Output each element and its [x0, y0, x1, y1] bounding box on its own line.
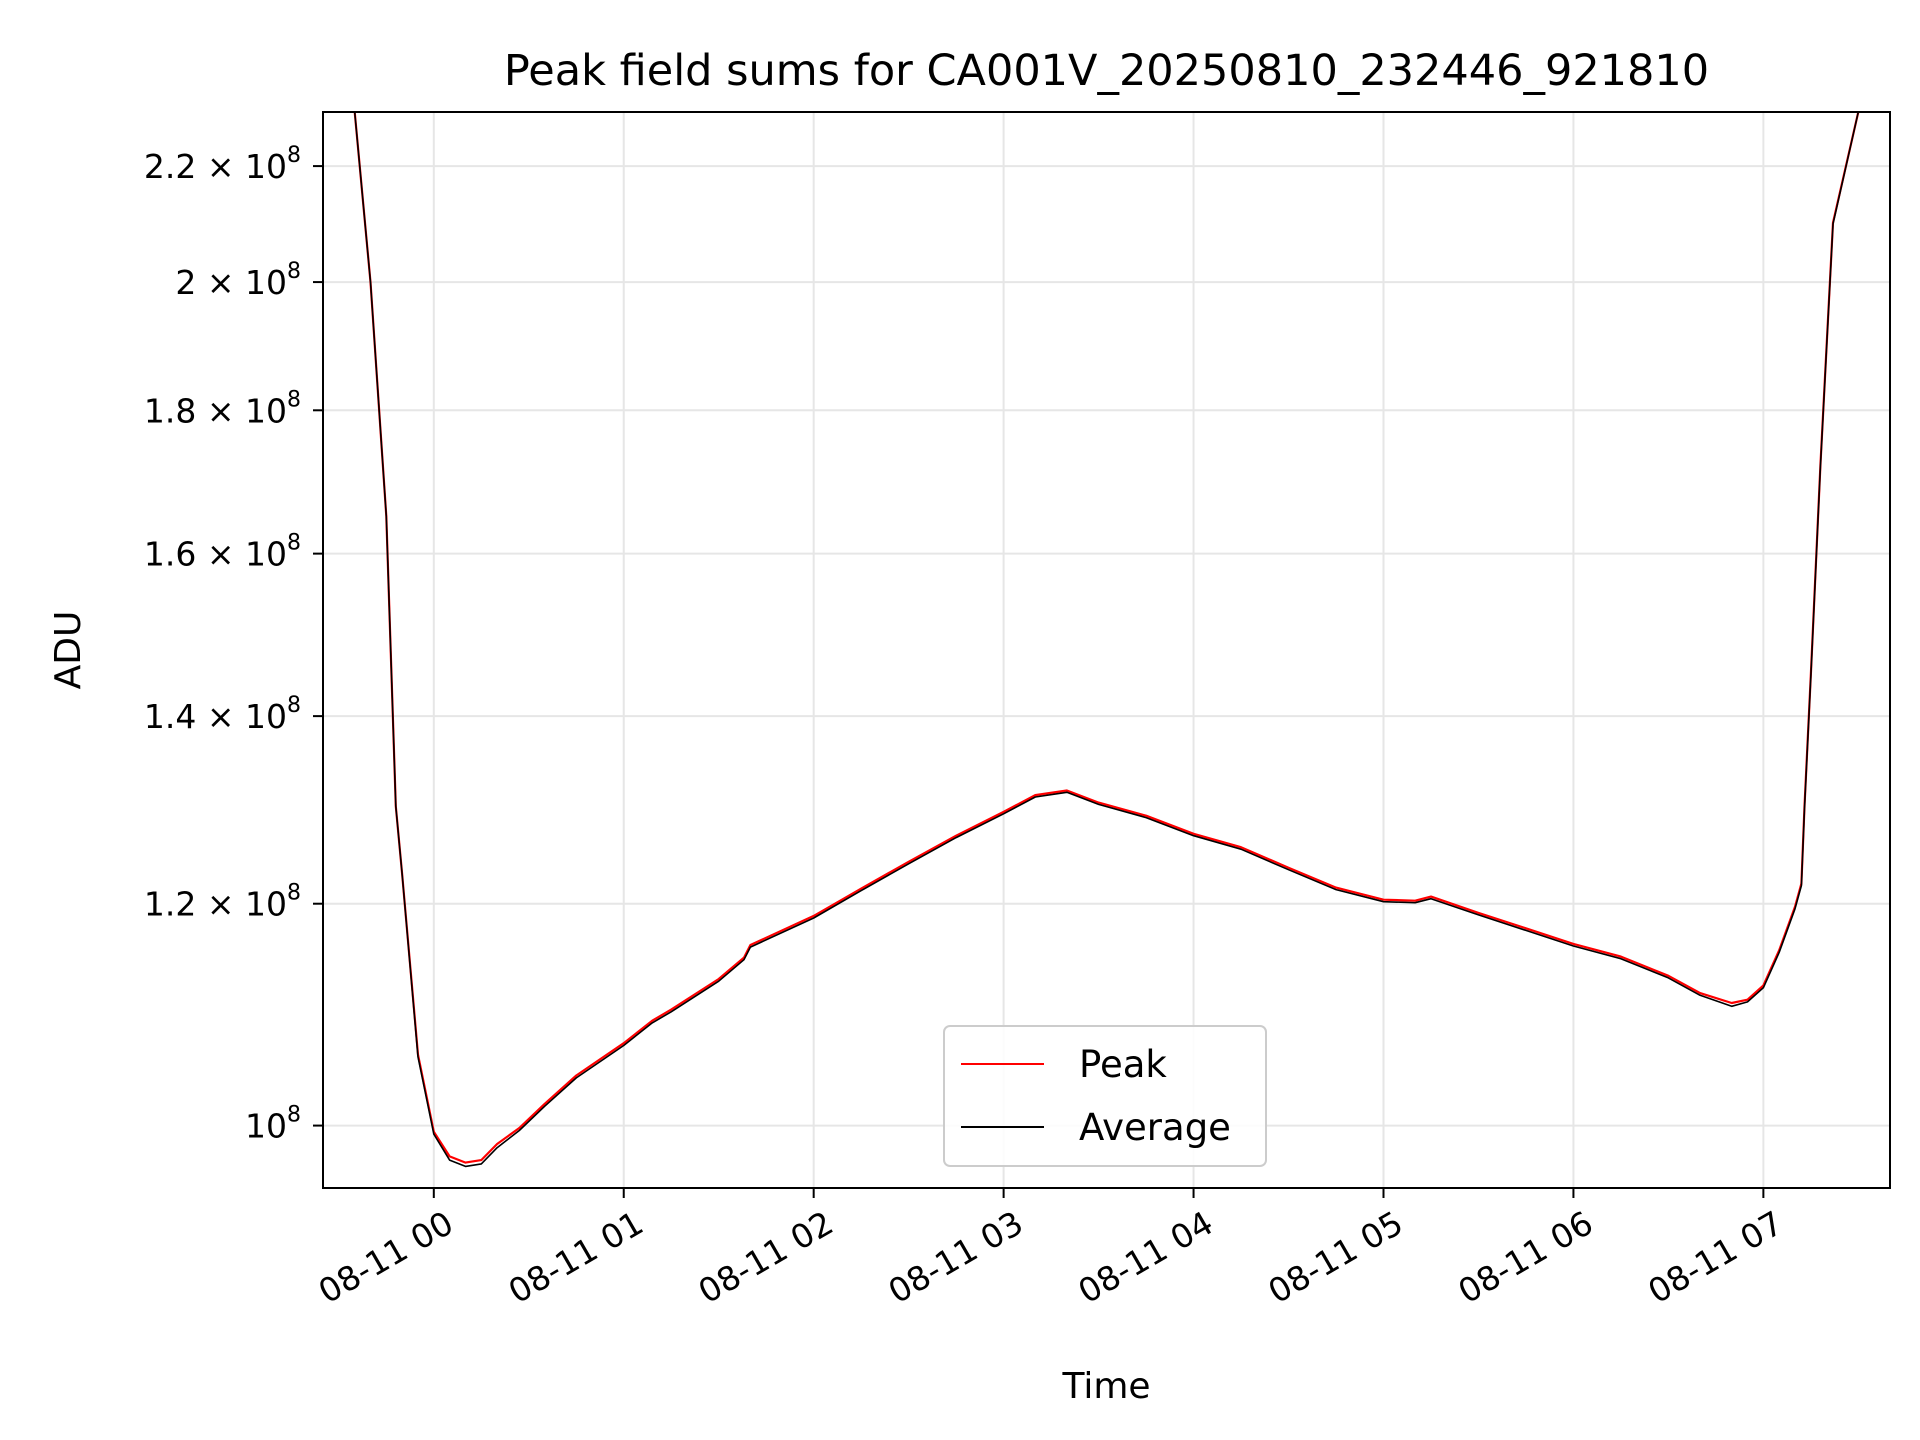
x-axis-label: Time: [1061, 1366, 1150, 1407]
y-tick-label: 1.4 × 108: [144, 693, 301, 736]
legend-label: Average: [1079, 1106, 1231, 1149]
y-tick-label: 1.6 × 108: [144, 531, 301, 574]
y-axis-label: ADU: [48, 611, 89, 690]
legend: Peak Average: [943, 1025, 1267, 1167]
grid: [323, 112, 1890, 1188]
y-tick-label: 1.2 × 108: [144, 881, 301, 924]
legend-box: [943, 1025, 1267, 1167]
y-tick-label: 2.2 × 108: [144, 143, 301, 186]
plot-frame: [322, 111, 1891, 1189]
legend-label: Peak: [1079, 1043, 1167, 1086]
y-tick-label: 2 × 108: [175, 259, 301, 302]
series-line-peak: [353, 112, 1860, 1164]
y-tick-label: 108: [245, 1103, 301, 1146]
series-line-average: [353, 112, 1860, 1168]
chart-title: Peak field sums for CA001V_20250810_2324…: [504, 46, 1709, 96]
plot-area: [353, 112, 1860, 1168]
y-axis: 108 1.2 × 108 1.4 × 108 1.6 × 108 1.8 × 108 2…: [144, 143, 323, 1146]
y-tick-label: 1.8 × 108: [144, 387, 301, 430]
